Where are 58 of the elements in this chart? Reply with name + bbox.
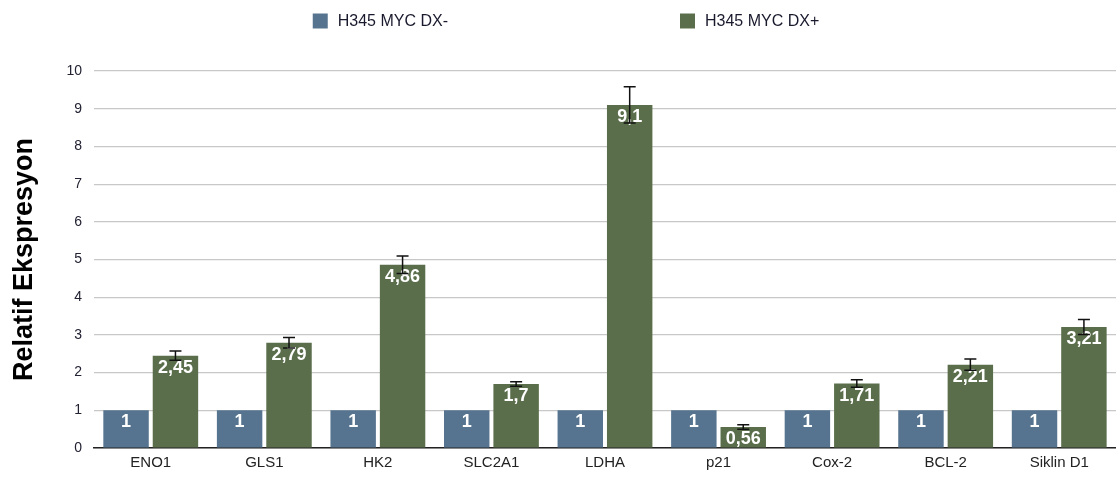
bar (671, 410, 717, 448)
y-tick-label: 4 (74, 288, 83, 305)
data-label: 0,56 (725, 427, 761, 448)
bar (834, 383, 880, 448)
y-tick-label: 3 (74, 325, 83, 342)
y-tick-label: 7 (74, 174, 83, 191)
data-label: 1 (461, 411, 472, 432)
y-tick-label: 2 (74, 363, 83, 380)
x-tick-label: GLS1 (245, 453, 284, 471)
data-label: 1 (1029, 411, 1040, 432)
legend-label: H345 MYC DX- (337, 12, 448, 30)
data-label: 1,71 (839, 384, 875, 405)
data-label: 1 (234, 411, 245, 432)
bar (152, 355, 199, 448)
bar (266, 342, 312, 448)
x-tick-label: Cox-2 (812, 453, 853, 471)
data-label: 1 (121, 411, 132, 432)
data-label: 1 (575, 411, 586, 432)
bar (493, 383, 539, 448)
data-label: 9,1 (617, 105, 643, 126)
y-tick-label: 5 (74, 250, 83, 267)
x-tick-label: SLC2A1 (463, 453, 520, 471)
x-tick-label: p21 (706, 453, 732, 471)
legend-label: H345 MYC DX+ (704, 12, 820, 30)
y-tick-label: 8 (74, 137, 83, 154)
y-tick-label: 1 (74, 401, 83, 418)
bar (784, 410, 831, 448)
bar (216, 410, 263, 448)
bar (444, 410, 490, 448)
x-tick-label: BCL-2 (924, 453, 967, 471)
y-tick-label: 6 (74, 212, 83, 229)
y-tick-label: 0 (74, 438, 83, 455)
data-label: 1 (688, 411, 699, 432)
bar (557, 410, 604, 448)
bar (1011, 410, 1058, 448)
bar (103, 410, 149, 448)
data-label: 2,79 (271, 343, 307, 364)
x-tick-label: ENO1 (130, 453, 172, 471)
bar (947, 364, 994, 448)
data-label: 1 (348, 411, 359, 432)
x-tick-label: Siklin D1 (1029, 453, 1089, 471)
data-label: 1 (915, 411, 926, 432)
bar (606, 104, 653, 448)
data-label: 2,45 (157, 356, 193, 377)
bar (1061, 326, 1107, 448)
data-label: 3,21 (1066, 327, 1102, 348)
bar (330, 410, 376, 448)
y-axis-title: Relatif Ekspresyon (7, 137, 38, 382)
data-label: 4,86 (385, 265, 421, 286)
x-tick-label: HK2 (363, 453, 393, 471)
bar (379, 264, 426, 448)
data-label: 1,7 (503, 384, 529, 405)
bar (898, 410, 944, 448)
y-tick-label: 9 (74, 99, 83, 116)
data-label: 2,21 (952, 365, 988, 386)
y-tick-label: 10 (66, 61, 83, 78)
data-label: 1 (802, 411, 813, 432)
x-tick-label: LDHA (584, 453, 625, 471)
